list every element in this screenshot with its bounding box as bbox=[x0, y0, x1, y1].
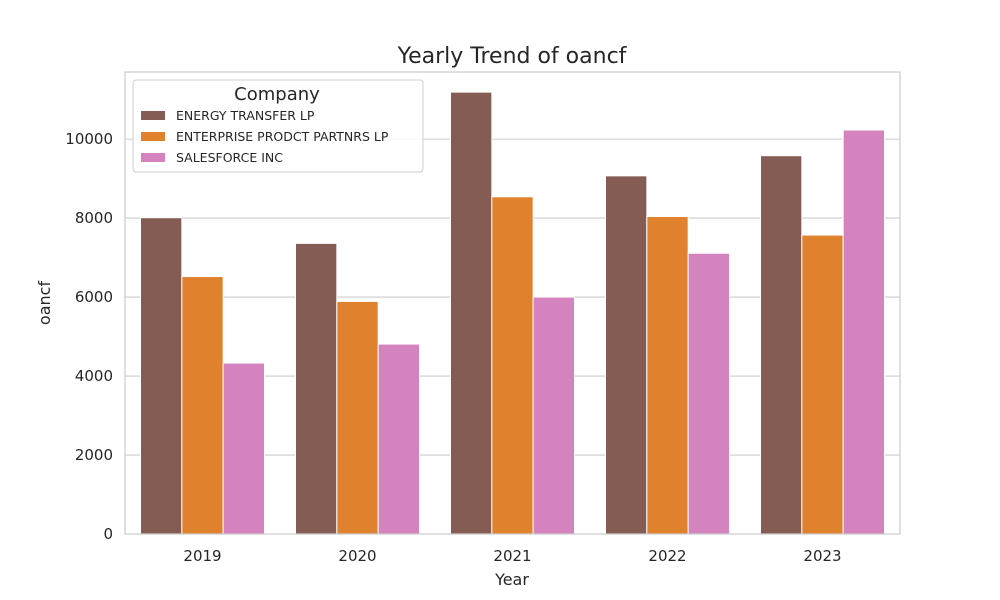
x-tick-label: 2020 bbox=[338, 547, 376, 565]
legend-swatch bbox=[141, 132, 165, 141]
legend-box bbox=[132, 79, 424, 173]
x-axis-label: Year bbox=[494, 570, 529, 589]
y-tick-label: 6000 bbox=[75, 288, 113, 306]
plot-frame bbox=[124, 71, 901, 535]
legend-label: ENERGY TRANSFER LP bbox=[176, 108, 315, 123]
legend: Company ENERGY TRANSFER LP ENTERPRISE PRO… bbox=[132, 79, 424, 173]
legend-title: Company bbox=[234, 84, 320, 105]
x-axis-ticks: 2019 2020 2021 2022 2023 bbox=[183, 547, 841, 565]
chart-title: Yearly Trend of oancf bbox=[397, 44, 628, 69]
legend-swatch bbox=[141, 111, 165, 120]
y-tick-label: 8000 bbox=[75, 209, 113, 227]
x-tick-label: 2021 bbox=[493, 547, 531, 565]
bar bbox=[181, 276, 224, 535]
y-axis-label: oancf bbox=[35, 281, 54, 326]
x-tick-label: 2019 bbox=[183, 547, 221, 565]
bar bbox=[646, 216, 689, 535]
x-tick-label: 2022 bbox=[648, 547, 686, 565]
y-tick-label: 4000 bbox=[75, 367, 113, 385]
bar bbox=[450, 91, 493, 535]
bars bbox=[140, 91, 886, 535]
bar bbox=[532, 296, 576, 535]
bar bbox=[140, 217, 183, 535]
legend-items: ENERGY TRANSFER LP ENTERPRISE PRODCT PART… bbox=[141, 108, 389, 165]
bar bbox=[842, 129, 886, 535]
bar bbox=[760, 155, 803, 535]
y-axis-ticks: 0 2000 4000 6000 8000 10000 bbox=[65, 130, 113, 543]
bar bbox=[295, 242, 338, 535]
bar bbox=[801, 234, 844, 535]
bar bbox=[222, 362, 266, 535]
y-tick-label: 0 bbox=[103, 525, 113, 543]
legend-label: ENTERPRISE PRODCT PARTNRS LP bbox=[176, 129, 389, 144]
legend-label: SALESFORCE INC bbox=[176, 150, 283, 165]
bar bbox=[605, 175, 648, 535]
x-tick-label: 2023 bbox=[803, 547, 841, 565]
bar bbox=[491, 196, 534, 535]
bar bbox=[377, 343, 420, 535]
y-tick-label: 10000 bbox=[65, 130, 113, 148]
legend-swatch bbox=[141, 153, 165, 162]
y-tick-label: 2000 bbox=[75, 446, 113, 464]
bar bbox=[336, 300, 379, 535]
bar bbox=[687, 252, 731, 535]
